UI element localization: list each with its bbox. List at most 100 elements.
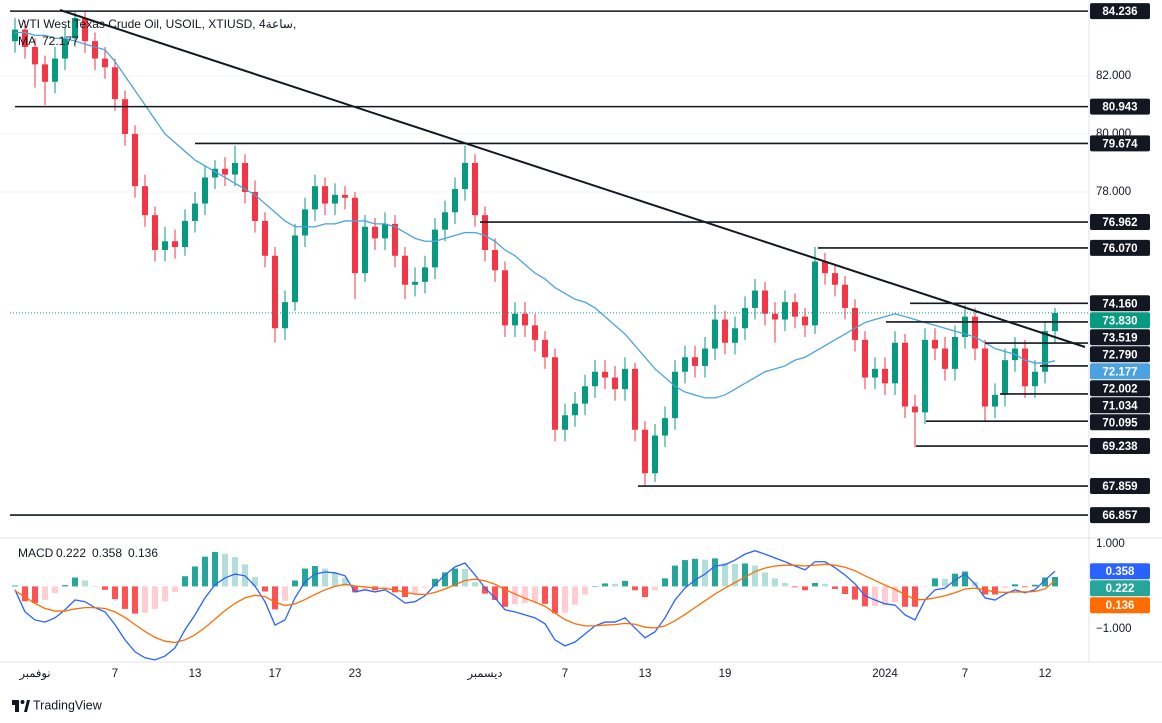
candle-body bbox=[732, 328, 738, 343]
histogram-bar bbox=[22, 586, 28, 602]
histogram-bar bbox=[542, 586, 548, 604]
candle-body bbox=[512, 313, 518, 326]
candle-body bbox=[742, 307, 748, 329]
histogram-bar bbox=[262, 586, 268, 592]
candle-body bbox=[902, 342, 908, 407]
histogram-bar bbox=[232, 557, 238, 587]
candle-body bbox=[372, 226, 378, 239]
histogram-bar bbox=[62, 585, 68, 587]
candle-body bbox=[12, 29, 18, 42]
price-label: 79.674 bbox=[1102, 138, 1138, 150]
candle-body bbox=[772, 313, 778, 320]
histogram-bar bbox=[642, 586, 648, 598]
y-tick-label: 82.000 bbox=[1096, 70, 1131, 82]
candle-body bbox=[492, 249, 498, 271]
candle-body bbox=[162, 241, 168, 250]
histogram-bar bbox=[992, 586, 998, 595]
ma-legend-name: MA bbox=[18, 34, 36, 48]
histogram-bar bbox=[962, 571, 968, 587]
histogram-bar bbox=[102, 586, 108, 590]
candle-body bbox=[922, 339, 928, 413]
histogram-bar bbox=[132, 586, 138, 614]
price-label: 84.236 bbox=[1102, 6, 1137, 18]
price-label-box bbox=[1090, 3, 1150, 20]
candle-body bbox=[22, 29, 28, 47]
candle-body bbox=[292, 235, 298, 303]
candle-body bbox=[982, 348, 988, 407]
histogram-bar bbox=[192, 566, 198, 587]
histogram-bar bbox=[692, 558, 698, 587]
price-label-box bbox=[1090, 346, 1150, 363]
candle-body bbox=[82, 17, 88, 42]
candle-body bbox=[972, 316, 978, 349]
histogram-bar bbox=[742, 563, 748, 587]
histogram-bar bbox=[792, 586, 798, 588]
histogram-bar bbox=[32, 586, 38, 603]
candle-body bbox=[452, 189, 458, 213]
histogram-bar bbox=[462, 569, 468, 587]
candle-body bbox=[132, 133, 138, 187]
y-tick-label: −1.000 bbox=[1096, 623, 1132, 635]
candle-body bbox=[332, 194, 338, 204]
x-tick-label: 13 bbox=[639, 668, 652, 680]
trend-line bbox=[59, 9, 1086, 348]
histogram-bar bbox=[152, 586, 158, 609]
histogram-bar bbox=[832, 586, 838, 589]
candle-body bbox=[562, 415, 568, 430]
price-label-box bbox=[1090, 580, 1150, 597]
candle-body bbox=[302, 209, 308, 236]
price-label: 70.095 bbox=[1102, 417, 1138, 429]
price-label: 67.859 bbox=[1102, 481, 1137, 493]
histogram-bar bbox=[712, 558, 718, 587]
histogram-bar bbox=[412, 586, 418, 595]
candle-body bbox=[352, 197, 358, 274]
candle-body bbox=[102, 58, 108, 68]
logo-part bbox=[24, 700, 30, 712]
candle-body bbox=[622, 368, 628, 390]
candle-body bbox=[402, 255, 408, 285]
histogram-bar bbox=[82, 580, 88, 587]
candle-body bbox=[682, 357, 688, 372]
price-label-box bbox=[1090, 414, 1150, 431]
candle-body bbox=[762, 290, 768, 314]
chart-title: WTI West Texas Crude Oil, USOIL, XTIUSD,… bbox=[18, 17, 296, 31]
candle-body bbox=[172, 241, 178, 248]
x-tick-label: 19 bbox=[719, 668, 732, 680]
histogram-bar bbox=[1022, 586, 1028, 588]
x-tick-label: 17 bbox=[269, 668, 282, 680]
price-label-box bbox=[1090, 397, 1150, 414]
histogram-bar bbox=[332, 572, 338, 587]
histogram-bar bbox=[1012, 584, 1018, 587]
macd-legend-value: 0.358 bbox=[92, 546, 122, 560]
macd-legend-name: MACD bbox=[18, 546, 54, 560]
candle-body bbox=[412, 281, 418, 285]
histogram-bar bbox=[42, 586, 48, 600]
candle-body bbox=[422, 267, 428, 282]
candle-body bbox=[872, 368, 878, 378]
histogram-bar bbox=[892, 586, 898, 603]
histogram-bar bbox=[652, 586, 658, 591]
histogram-bar bbox=[352, 586, 358, 593]
candle-body bbox=[1042, 331, 1048, 372]
histogram-bar bbox=[882, 586, 888, 606]
histogram-bar bbox=[702, 559, 708, 587]
candle-body bbox=[842, 284, 848, 308]
candle-body bbox=[1032, 371, 1038, 387]
histogram-bar bbox=[272, 586, 278, 610]
price-label-box bbox=[1090, 135, 1150, 152]
price-label: 72.002 bbox=[1102, 383, 1137, 395]
histogram-bar bbox=[442, 572, 448, 587]
price-label-box bbox=[1090, 507, 1150, 524]
moving-average-line bbox=[15, 31, 1056, 399]
histogram-bar bbox=[142, 586, 148, 613]
histogram-bar bbox=[872, 586, 878, 606]
ma-legend-value: 72.177 bbox=[42, 34, 79, 48]
candle-body bbox=[382, 223, 388, 239]
price-label: 72.177 bbox=[1102, 366, 1137, 378]
price-label-box bbox=[1090, 214, 1150, 231]
histogram-bar bbox=[162, 586, 168, 602]
histogram-bar bbox=[12, 585, 18, 587]
candle-body bbox=[432, 229, 438, 268]
